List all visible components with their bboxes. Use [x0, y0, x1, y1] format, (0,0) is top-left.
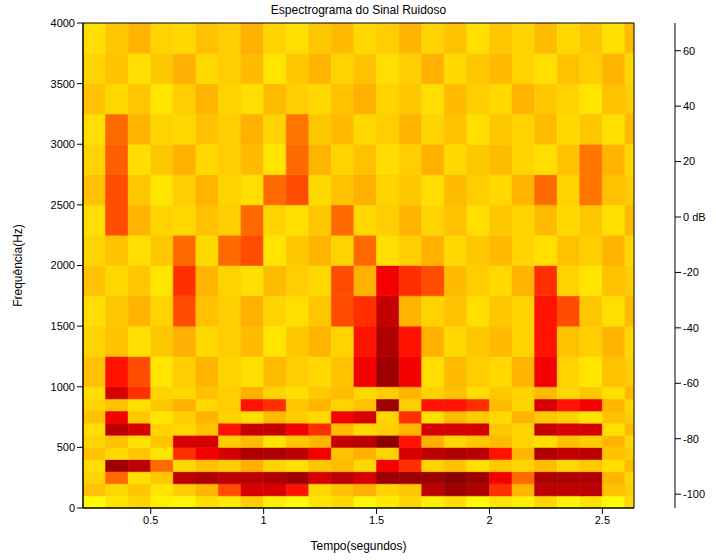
svg-text:0.5: 0.5 [143, 514, 158, 526]
svg-text:-60: -60 [683, 377, 699, 389]
svg-text:-20: -20 [683, 266, 699, 278]
svg-text:1500: 1500 [51, 320, 75, 332]
svg-text:Frequência(Hz): Frequência(Hz) [11, 224, 25, 307]
svg-text:2: 2 [486, 514, 492, 526]
svg-text:-100: -100 [683, 488, 705, 500]
svg-text:1: 1 [261, 514, 267, 526]
svg-text:1000: 1000 [51, 381, 75, 393]
svg-text:40: 40 [683, 100, 695, 112]
svg-text:4000: 4000 [51, 17, 75, 29]
svg-text:0 dB: 0 dB [683, 211, 706, 223]
svg-text:500: 500 [57, 441, 75, 453]
svg-text:2.5: 2.5 [595, 514, 610, 526]
svg-text:Tempo(segundos): Tempo(segundos) [310, 539, 406, 553]
html-text:Espectrograma do Sinal Ruidoso: Espectrograma do Sinal Ruidoso [270, 3, 447, 17]
svg-text:3000: 3000 [51, 138, 75, 150]
svg-text:-40: -40 [683, 322, 699, 334]
svg-text:2000: 2000 [51, 259, 75, 271]
svg-text:2500: 2500 [51, 199, 75, 211]
svg-text:1.5: 1.5 [369, 514, 384, 526]
svg-text:-80: -80 [683, 433, 699, 445]
svg-text:20: 20 [683, 155, 695, 167]
svg-text:3500: 3500 [51, 78, 75, 90]
svg-text:0: 0 [69, 502, 75, 514]
svg-text:60: 60 [683, 45, 695, 57]
